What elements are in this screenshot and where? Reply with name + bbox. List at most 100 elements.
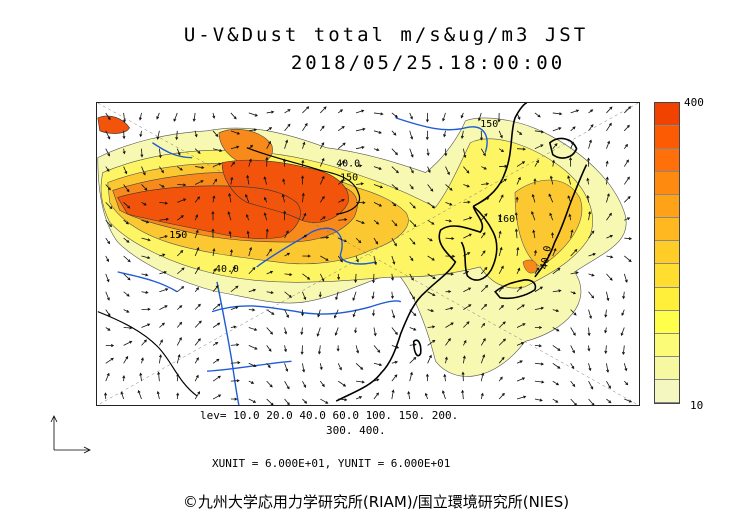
wind-arrow xyxy=(122,375,126,382)
wind-arrow xyxy=(194,180,204,185)
wind-arrow xyxy=(463,184,470,188)
wind-arrow xyxy=(284,230,289,239)
wind-arrow xyxy=(373,201,383,207)
wind-arrow xyxy=(552,289,562,293)
wind-arrow xyxy=(337,160,346,167)
wind-arrow xyxy=(373,378,380,382)
wind-arrow xyxy=(159,305,168,310)
wind-arrow xyxy=(531,193,536,203)
wind-arrow xyxy=(141,184,148,191)
wind-arrow xyxy=(177,267,185,275)
wind-arrow xyxy=(588,210,592,221)
wind-arrow xyxy=(245,193,250,203)
wind-arrow xyxy=(588,273,595,277)
inner-border xyxy=(97,147,361,397)
wind-arrow xyxy=(586,177,590,185)
wind-arrow xyxy=(621,345,626,356)
wind-arrow xyxy=(427,219,435,225)
color-scale-step xyxy=(655,287,679,311)
wind-arrow xyxy=(570,291,577,295)
wind-arrow xyxy=(516,130,523,135)
wind-arrow xyxy=(427,291,436,296)
wind-arrow xyxy=(445,166,450,176)
contour-levels-line2: 300. 400. xyxy=(326,424,386,437)
wind-arrow xyxy=(373,362,383,367)
coastlines xyxy=(97,103,588,402)
wind-arrow xyxy=(105,166,110,172)
wind-arrow xyxy=(516,323,526,328)
wind-arrow xyxy=(624,106,632,114)
wind-arrow xyxy=(355,255,359,263)
wind-arrow xyxy=(427,166,431,174)
wind-arrow xyxy=(624,255,632,263)
wind-arrow xyxy=(319,195,325,203)
wind-arrow xyxy=(427,255,435,261)
wind-arrow xyxy=(230,130,241,135)
wind-arrow xyxy=(552,345,561,351)
color-scale-step xyxy=(655,172,679,196)
wind-arrow xyxy=(356,182,364,186)
wind-arrow xyxy=(621,309,625,316)
wind-arrow xyxy=(248,246,253,257)
wind-arrow xyxy=(498,304,505,310)
wind-arrow xyxy=(266,380,273,388)
wind-arrow xyxy=(534,112,541,118)
wind-arrow xyxy=(212,394,222,400)
wind-arrow xyxy=(516,342,525,346)
wind-arrow xyxy=(480,284,489,293)
wind-arrow xyxy=(407,390,411,400)
wind-arrow xyxy=(373,148,380,152)
wind-arrow xyxy=(338,218,348,222)
wind-arrow xyxy=(176,234,182,239)
wind-arrow xyxy=(141,323,151,328)
wind-arrow xyxy=(283,210,287,221)
contour-label: 40.0 xyxy=(215,264,239,275)
contour-label: 150 xyxy=(480,119,498,130)
wind-arrow xyxy=(552,247,557,257)
wind-arrow xyxy=(284,252,291,257)
wind-arrow xyxy=(372,273,376,284)
wind-arrow xyxy=(480,148,486,157)
wind-arrow xyxy=(409,219,417,228)
wind-arrow xyxy=(516,304,525,310)
wind-arrow xyxy=(230,145,240,150)
wind-arrow xyxy=(443,373,447,382)
wind-arrow xyxy=(569,157,573,167)
wind-arrow xyxy=(211,210,215,221)
wind-arrow xyxy=(391,345,400,349)
wind-arrow xyxy=(444,356,448,364)
wind-arrow xyxy=(570,363,575,370)
wind-arrow xyxy=(173,112,178,122)
wind-arrow xyxy=(282,158,286,167)
wind-arrow xyxy=(552,127,562,132)
wind-arrow xyxy=(123,184,130,193)
wind-arrow xyxy=(570,248,578,257)
wind-arrow xyxy=(123,309,130,313)
wind-arrow xyxy=(409,343,417,347)
wind-arrow xyxy=(425,373,429,382)
wind-arrow xyxy=(391,130,397,136)
wind-arrow xyxy=(302,363,306,373)
wind-arrow xyxy=(441,390,446,400)
wind-arrow xyxy=(409,148,414,158)
wind-arrow xyxy=(176,354,181,364)
wind-arrow xyxy=(105,219,113,228)
wind-arrow xyxy=(356,146,365,150)
wind-arrow xyxy=(548,193,554,203)
wind-arrow xyxy=(122,148,126,155)
wind-arrow xyxy=(587,345,591,352)
wind-arrow xyxy=(266,270,274,275)
dust-map: 40.0 150 150 40.0 160 40.0 150 xyxy=(96,102,640,406)
wind-arrow xyxy=(586,194,590,203)
wind-arrow xyxy=(141,237,151,242)
wind-arrow xyxy=(284,272,293,277)
wind-arrow xyxy=(300,175,305,185)
wind-arrow xyxy=(212,130,219,138)
wind-arrow xyxy=(192,112,196,122)
wind-arrow xyxy=(266,127,273,132)
wind-arrow xyxy=(516,267,521,275)
wind-arrow xyxy=(248,288,257,293)
wind-arrow xyxy=(498,246,503,257)
wind-arrow xyxy=(463,166,470,174)
wind-arrow xyxy=(176,373,180,382)
